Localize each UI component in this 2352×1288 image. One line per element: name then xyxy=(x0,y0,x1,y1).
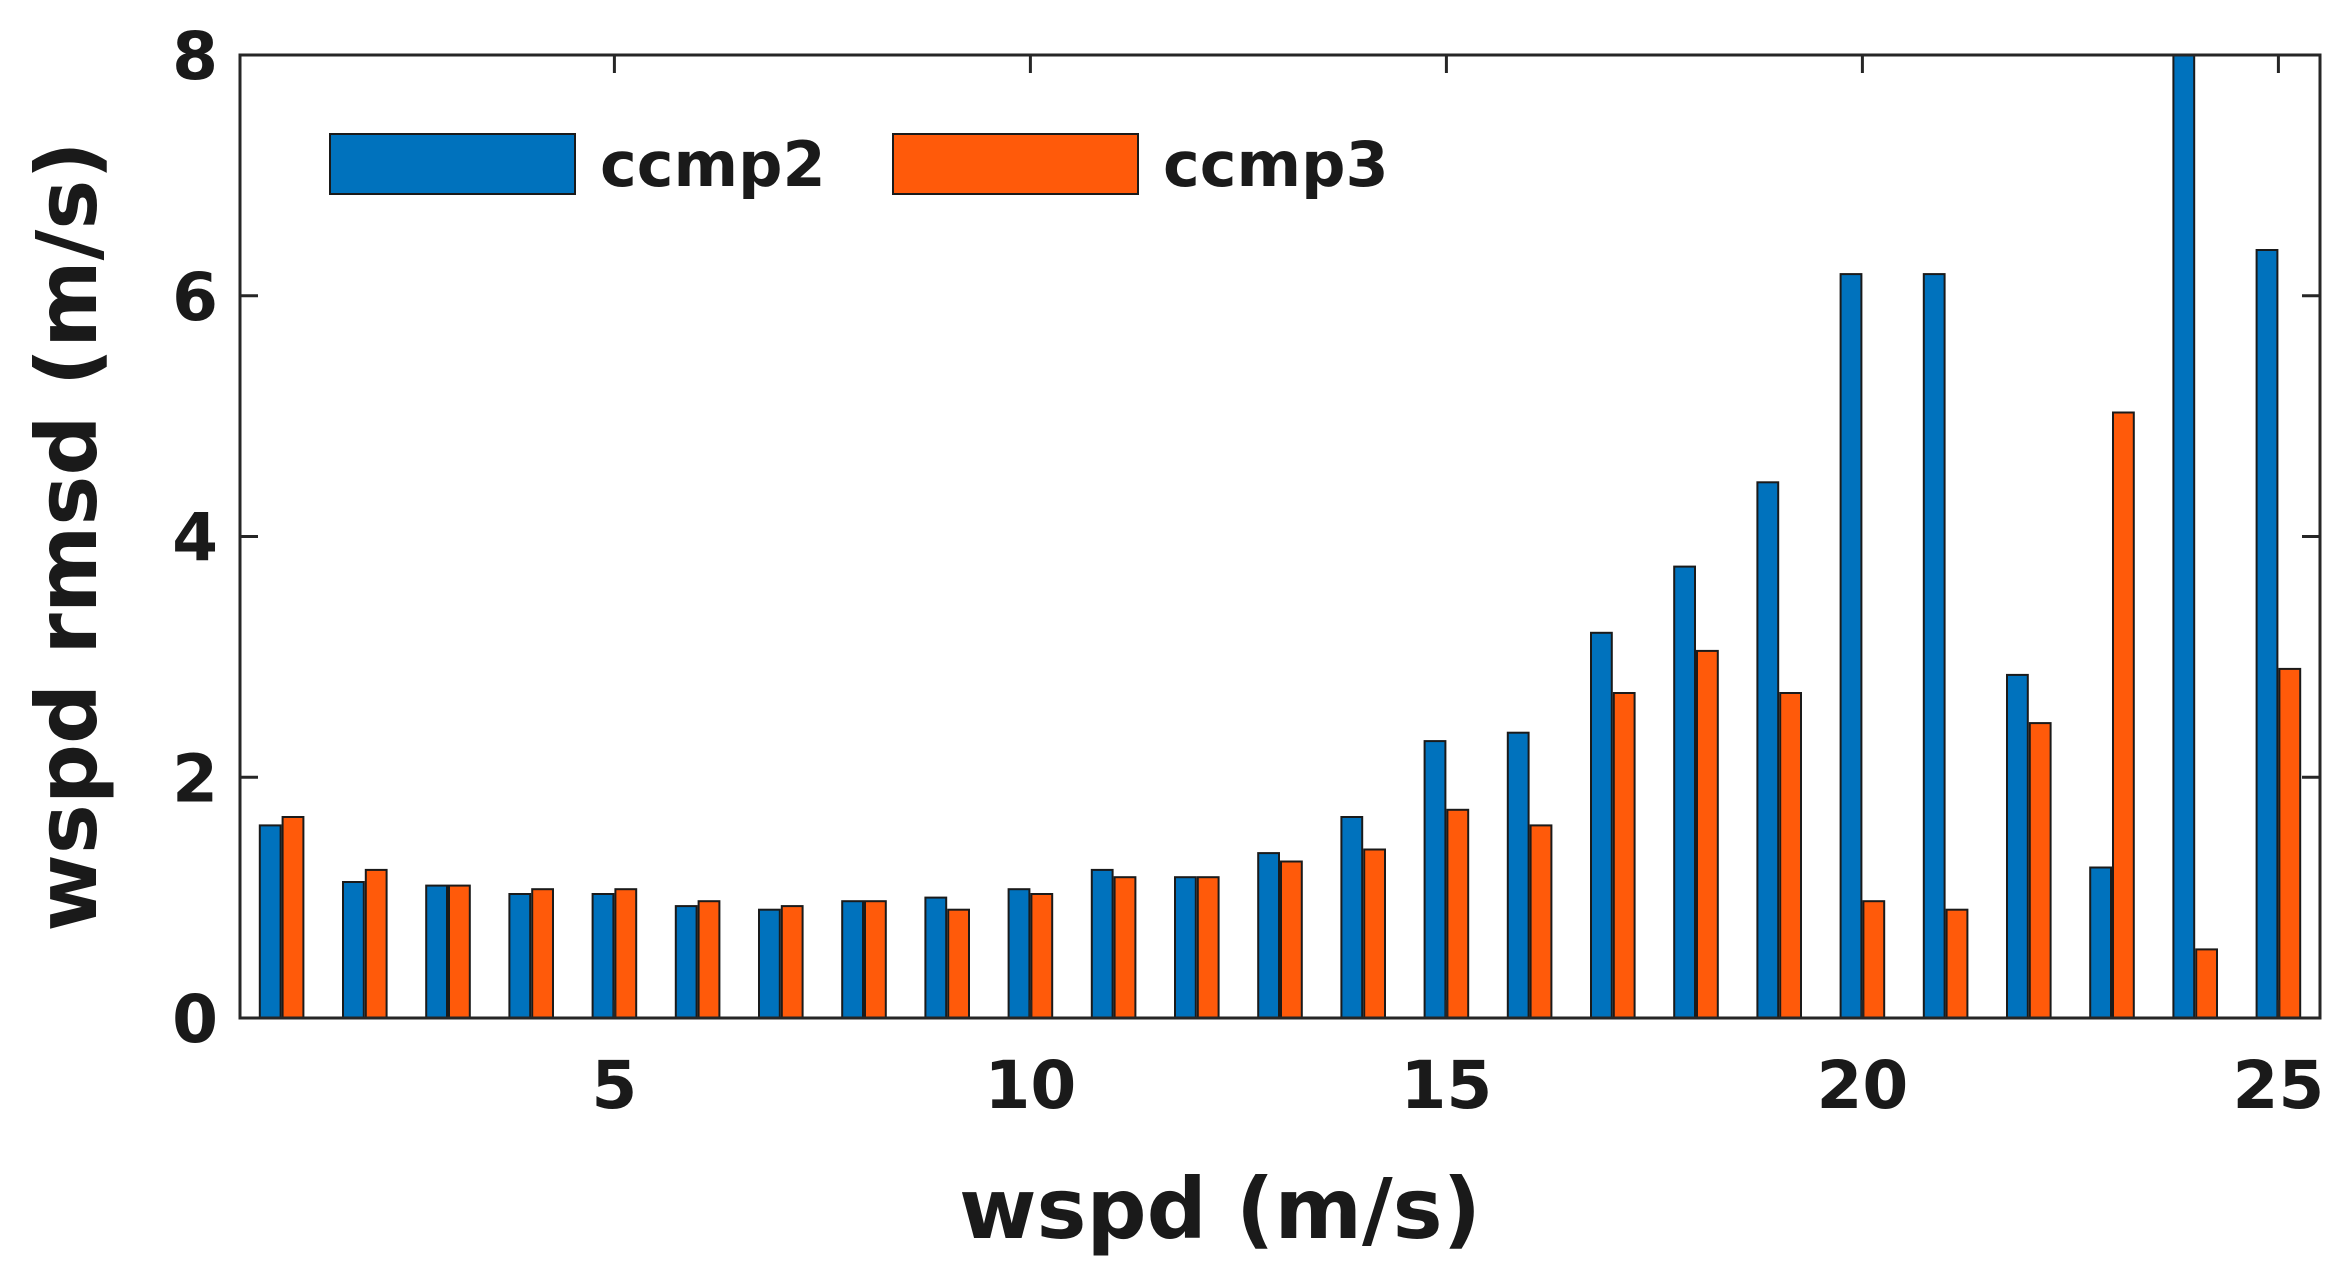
x-tick-label-10: 10 xyxy=(984,1047,1076,1124)
y-tick-label-4: 4 xyxy=(172,500,218,577)
bar-ccmp2-x18 xyxy=(1673,565,1696,1019)
bar-ccmp3-x1 xyxy=(281,816,305,1019)
bar-ccmp2-x24 xyxy=(2172,54,2196,1019)
legend-label-ccmp3: ccmp3 xyxy=(1163,128,1389,201)
legend-swatch-ccmp2 xyxy=(329,133,576,195)
bar-ccmp2-x8 xyxy=(841,900,865,1020)
bar-ccmp2-x14 xyxy=(1340,816,1364,1019)
bar-ccmp3-x7 xyxy=(780,905,804,1019)
bar-ccmp2-x22 xyxy=(2006,673,2029,1020)
bar-ccmp2-x9 xyxy=(924,896,948,1019)
y-tick-label-0: 0 xyxy=(172,981,218,1058)
bar-ccmp3-x25 xyxy=(2278,667,2302,1020)
bar-ccmp2-x19 xyxy=(1756,481,1780,1019)
bar-ccmp2-x4 xyxy=(508,893,532,1019)
bar-ccmp2-x16 xyxy=(1506,731,1530,1019)
bar-ccmp2-x21 xyxy=(1922,273,1946,1020)
x-axis-title: wspd (m/s) xyxy=(959,1160,1481,1258)
bar-ccmp3-x17 xyxy=(1612,692,1636,1019)
bar-ccmp2-x13 xyxy=(1257,852,1280,1019)
bar-ccmp3-x14 xyxy=(1363,848,1386,1019)
bar-ccmp2-x12 xyxy=(1174,876,1197,1020)
bar-ccmp2-x11 xyxy=(1090,868,1114,1020)
x-tick-label-25: 25 xyxy=(2232,1047,2324,1124)
bar-ccmp2-x23 xyxy=(2089,866,2112,1019)
y-tick-label-6: 6 xyxy=(172,259,218,336)
bar-ccmp2-x20 xyxy=(1839,273,1863,1020)
y-axis-title: wspd rmsd (m/s) xyxy=(18,141,116,931)
bar-ccmp3-x10 xyxy=(1030,893,1054,1019)
bar-ccmp3-x23 xyxy=(2112,411,2135,1019)
axis-ticks xyxy=(240,53,2320,1020)
bar-ccmp3-x4 xyxy=(531,888,555,1020)
bar-ccmp3-x3 xyxy=(448,884,471,1019)
x-tick-label-20: 20 xyxy=(1816,1047,1908,1124)
bar-ccmp2-x6 xyxy=(674,905,698,1019)
bar-ccmp3-x8 xyxy=(864,900,887,1020)
y-tick-label-2: 2 xyxy=(172,740,218,817)
bar-ccmp2-x17 xyxy=(1590,631,1613,1019)
bar-ccmp3-x13 xyxy=(1280,860,1303,1019)
bar-ccmp3-x6 xyxy=(697,900,721,1020)
bar-ccmp2-x7 xyxy=(758,908,781,1020)
bar-ccmp2-x3 xyxy=(425,884,449,1019)
legend-label-ccmp2: ccmp2 xyxy=(600,128,826,201)
y-tick-label-8: 8 xyxy=(172,18,218,95)
bar-ccmp3-x16 xyxy=(1529,824,1553,1020)
bar-ccmp2-x2 xyxy=(342,881,365,1019)
bar-ccmp3-x24 xyxy=(2195,948,2218,1020)
bar-ccmp3-x9 xyxy=(947,908,971,1020)
bar-ccmp3-x22 xyxy=(2028,722,2052,1019)
bar-ccmp2-x15 xyxy=(1423,740,1447,1019)
bar-ccmp3-x5 xyxy=(614,888,638,1020)
bar-ccmp3-x20 xyxy=(1862,900,1886,1020)
legend-swatch-ccmp3 xyxy=(892,133,1139,195)
bar-ccmp2-x5 xyxy=(591,893,615,1019)
x-tick-label-15: 15 xyxy=(1400,1047,1492,1124)
bar-ccmp3-x12 xyxy=(1196,876,1220,1020)
bar-ccmp3-x2 xyxy=(364,868,388,1020)
bar-ccmp3-x11 xyxy=(1113,876,1137,1020)
axis-tick-labels: 5 10 15 20 25 0 2 4 6 8 xyxy=(172,18,2324,1124)
bar-ccmp2-x10 xyxy=(1007,888,1031,1020)
bar-ccmp3-x19 xyxy=(1779,692,1802,1019)
bar-ccmp3-x18 xyxy=(1696,649,1719,1020)
bar-ccmp3-x15 xyxy=(1446,808,1470,1019)
bar-ccmp3-x21 xyxy=(1945,908,1969,1020)
legend: ccmp2 ccmp3 xyxy=(329,128,1389,201)
bar-ccmp2-x1 xyxy=(258,824,282,1020)
x-tick-label-5: 5 xyxy=(591,1047,637,1124)
bar-ccmp2-x25 xyxy=(2255,249,2279,1019)
